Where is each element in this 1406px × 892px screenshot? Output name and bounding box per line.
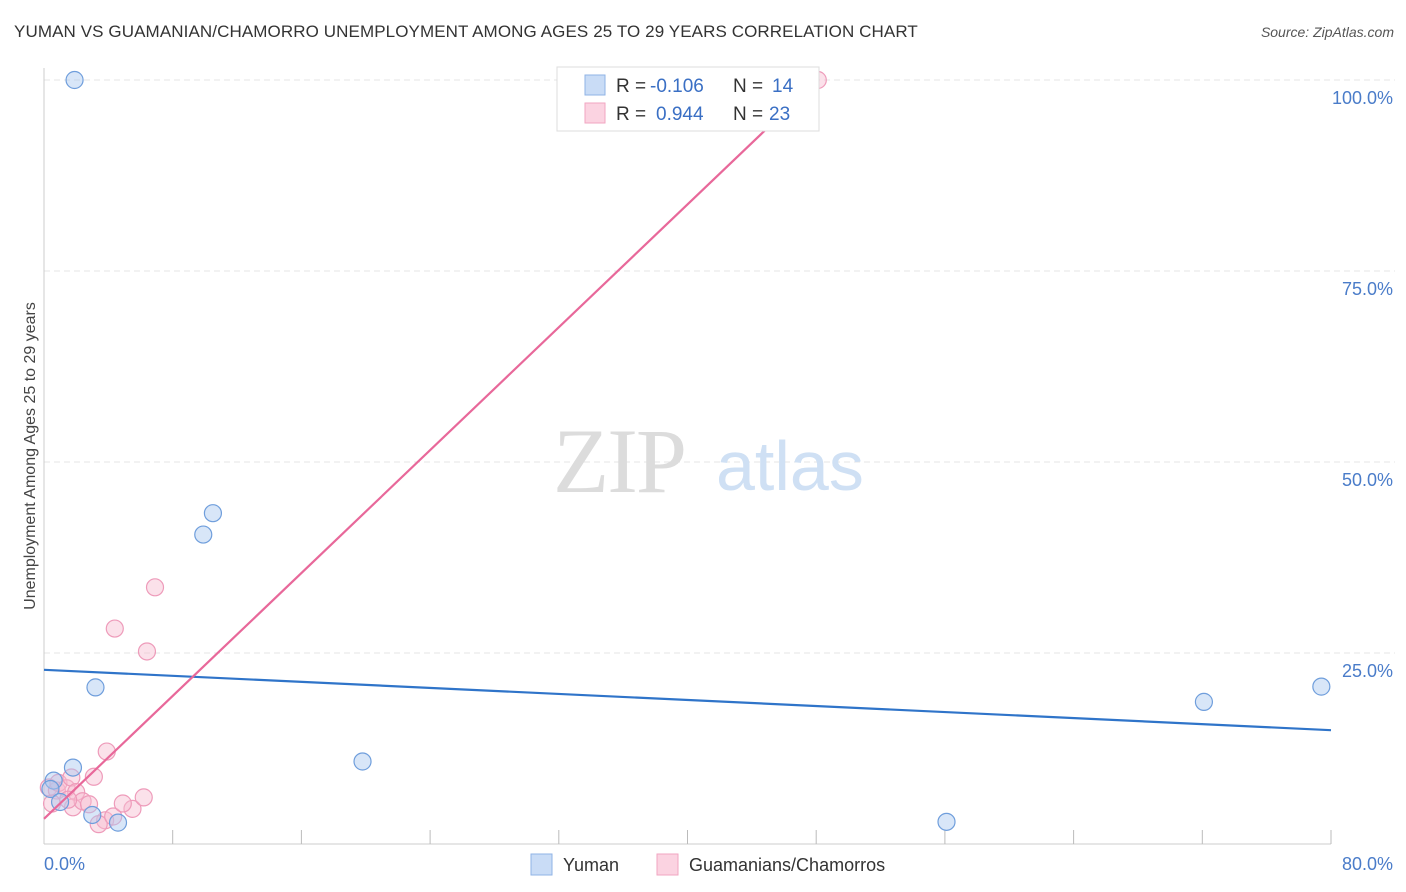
legend-swatch-yuman — [530, 853, 553, 876]
watermark-zip: ZIP — [553, 410, 685, 512]
yuman-point — [63, 758, 83, 777]
legend-label-yuman: Yuman — [563, 855, 619, 875]
yuman-points — [41, 70, 1331, 832]
stats-r-label-yuman: R = — [616, 76, 646, 97]
yuman-point — [937, 812, 956, 831]
legend-swatch-guam — [656, 853, 679, 876]
stats-r-value-guam: 0.944 — [656, 104, 704, 125]
stats-r-label-guam: R = — [616, 104, 646, 125]
stats-swatch-guam — [584, 102, 606, 124]
yuman-point — [353, 752, 372, 771]
guam-point — [113, 794, 132, 813]
stats-n-label-guam: N = — [733, 104, 763, 125]
x-tick-label: 80.0% — [1342, 854, 1393, 874]
stats-legend: R = -0.106 N = 14 R = 0.944 N = 23 — [556, 66, 820, 132]
stats-n-value-yuman: 14 — [772, 76, 794, 97]
stats-r-value-yuman: -0.106 — [650, 76, 704, 97]
watermark: ZIP atlas — [553, 410, 864, 512]
x-tick-label: 0.0% — [44, 854, 85, 874]
guam-point — [134, 788, 153, 807]
guam-point — [145, 578, 165, 597]
y-tick-label: 25.0% — [1342, 661, 1393, 681]
yuman-point — [41, 779, 60, 799]
y-axis-title: Unemployment Among Ages 25 to 29 years — [22, 302, 39, 610]
grid-lines — [44, 79, 1395, 654]
bottom-legend: Yuman Guamanians/Chamorros — [530, 853, 885, 876]
yuman-point — [86, 678, 105, 697]
guam-point — [104, 807, 123, 826]
guam-point — [137, 642, 157, 661]
source-label: Source: ZipAtlas.com — [1260, 24, 1394, 40]
guam-point — [89, 815, 108, 834]
axes — [43, 68, 1331, 845]
y-tick-label: 75.0% — [1342, 279, 1393, 299]
yuman-point — [65, 70, 84, 90]
yuman-point — [83, 805, 102, 825]
y-tick-label: 50.0% — [1342, 470, 1393, 490]
x-tick-labels: 0.0% 80.0% — [44, 854, 1393, 874]
yuman-point — [194, 525, 213, 544]
guam-point — [105, 619, 124, 638]
y-tick-label: 100.0% — [1332, 88, 1393, 108]
stats-n-value-guam: 23 — [769, 104, 790, 125]
yuman-point — [203, 504, 223, 523]
guam-point — [84, 767, 103, 786]
y-tick-labels: 100.0% 75.0% 50.0% 25.0% — [1332, 88, 1393, 681]
yuman-point — [1194, 692, 1214, 711]
stats-n-label-yuman: N = — [733, 76, 763, 97]
stats-swatch-yuman — [584, 74, 606, 96]
guam-point — [79, 795, 99, 814]
legend-label-guam: Guamanians/Chamorros — [689, 855, 885, 875]
yuman-point — [108, 813, 128, 832]
guam-point — [123, 799, 142, 818]
yuman-point — [1312, 677, 1331, 696]
x-ticks — [172, 830, 1332, 844]
guam-trend-line — [43, 79, 819, 820]
watermark-atlas: atlas — [716, 427, 864, 505]
trend-lines — [43, 79, 1332, 820]
chart-title: YUMAN VS GUAMANIAN/CHAMORRO UNEMPLOYMENT… — [14, 22, 918, 41]
yuman-trend-line — [43, 668, 1332, 732]
